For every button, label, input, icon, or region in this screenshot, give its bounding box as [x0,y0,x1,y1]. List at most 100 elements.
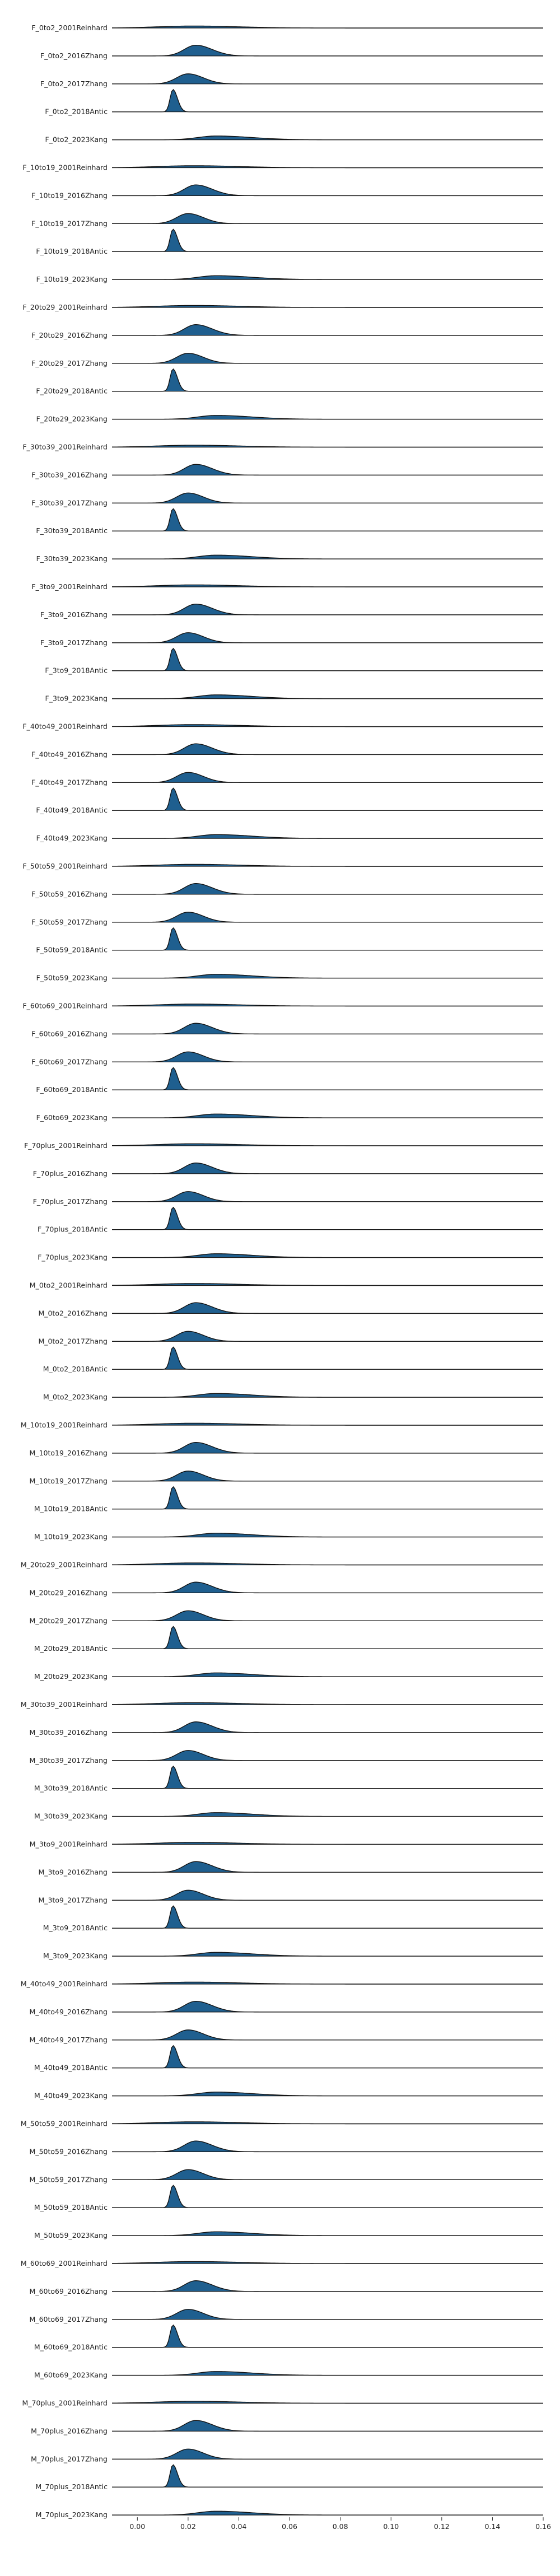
ridge-row: M_40to49_2016Zhang [30,2001,543,2016]
row-label: M_40to49_2017Zhang [30,2036,108,2044]
x-tick-label: 0.06 [282,2522,297,2531]
row-label: F_0to2_2023Kang [45,136,108,144]
row-label: M_50to59_2016Zhang [30,2147,108,2155]
row-label: F_3to9_2016Zhang [40,610,108,619]
ridge-row: M_50to59_2023Kang [34,2231,543,2239]
row-label: M_10to19_2001Reinhard [21,1421,108,1429]
row-label: F_70plus_2001Reinhard [24,1141,108,1150]
ridge-outline [112,2092,543,2097]
row-label: F_0to2_2018Antic [45,108,108,116]
ridge-row: M_40to49_2018Antic [34,2045,543,2072]
ridge-area [112,1442,543,1453]
ridge-area [112,464,543,475]
ridge-row: M_60to69_2018Antic [34,2324,543,2351]
row-label: F_70plus_2016Zhang [33,1169,108,1178]
ridge-row: M_50to59_2018Antic [34,2185,543,2211]
row-label: M_60to69_2016Zhang [30,2287,108,2295]
ridge-row: F_20to29_2018Antic [36,368,543,395]
row-label: F_70plus_2018Antic [38,1225,108,1234]
ridge-row: M_70plus_2017Zhang [31,2448,543,2463]
ridge-row: F_60to69_2016Zhang [31,1023,543,1038]
ridge-row: M_0to2_2017Zhang [38,1331,543,1345]
ridge-row: F_0to2_2018Antic [45,88,543,116]
ridge-row: F_40to49_2016Zhang [31,743,543,758]
ridge-row: F_20to29_2001Reinhard [22,303,543,311]
ridge-row: M_10to19_2023Kang [34,1533,543,1541]
ridge-row: M_60to69_2023Kang [34,2371,543,2379]
row-label: F_50to59_2017Zhang [31,918,108,926]
ridge-row: M_70plus_2016Zhang [31,2420,543,2435]
row-label: F_20to29_2017Zhang [31,359,108,367]
row-label: M_0to2_2017Zhang [38,1337,108,1345]
ridge-row: F_10to19_2016Zhang [31,184,543,199]
ridge-row: M_30to39_2016Zhang [30,1721,543,1737]
ridge-row: F_70plus_2018Antic [38,1206,543,1234]
ridge-area [112,2449,543,2460]
row-label: F_40to49_2023Kang [36,834,108,842]
row-label: F_30to39_2017Zhang [31,498,108,507]
row-label: M_3to9_2017Zhang [38,1896,108,1904]
row-label: F_30to39_2001Reinhard [22,443,108,451]
ridge-area [112,632,543,643]
ridge-area [112,1890,543,1901]
ridge-area [112,1582,543,1593]
ridge-row: M_3to9_2018Antic [43,1905,543,1932]
ridge-area [112,1207,543,1230]
row-label: F_60to69_2016Zhang [31,1029,108,1038]
ridge-area [112,555,543,559]
ridge-outline [112,1113,543,1118]
row-label: F_30to39_2016Zhang [31,470,108,479]
ridge-row: M_70plus_2001Reinhard [22,2399,543,2407]
ridge-row: M_50to59_2016Zhang [30,2140,543,2155]
ridge-outline [112,1533,543,1538]
ridge-row: M_10to19_2016Zhang [30,1442,543,1457]
ridge-row: M_0to2_2023Kang [43,1393,543,1401]
ridge-row: F_70plus_2001Reinhard [24,1141,543,1150]
ridge-area [112,1626,543,1649]
x-tick-label: 0.16 [535,2522,551,2531]
ridge-area [112,493,543,503]
row-label: F_0to2_2016Zhang [40,52,108,60]
row-label: F_50to59_2001Reinhard [22,862,108,870]
ridge-outline [112,1253,543,1258]
ridge-row: F_3to9_2023Kang [45,694,543,703]
ridge-area [112,368,543,391]
ridge-area [112,2511,543,2516]
row-label: M_30to39_2023Kang [34,1812,108,1821]
row-label: F_40to49_2018Antic [36,806,108,814]
row-label: F_60to69_2017Zhang [31,1057,108,1066]
ridge-row: F_50to59_2001Reinhard [22,862,543,870]
ridge-area [112,2371,543,2376]
ridge-area [112,45,543,56]
ridge-area [112,1533,543,1537]
ridge-area [112,1861,543,1873]
ridge-row: F_50to59_2016Zhang [31,883,543,898]
ridge-row: F_10to19_2001Reinhard [22,164,543,172]
ridge-row: F_20to29_2016Zhang [31,324,543,339]
row-label: F_70plus_2023Kang [38,1253,108,1262]
ridge-area [112,1393,543,1398]
ridge-outline [112,834,543,839]
row-label: F_40to49_2001Reinhard [22,722,108,731]
ridge-row: M_20to29_2023Kang [34,1672,543,1681]
row-label: F_10to19_2018Antic [36,247,108,255]
ridge-row: M_70plus_2018Antic [35,2464,543,2491]
ridge-outline [112,974,543,979]
ridge-outline [112,1393,543,1398]
row-label: F_20to29_2016Zhang [31,331,108,339]
ridge-area [112,1067,543,1090]
row-label: F_0to2_2017Zhang [40,80,108,88]
ridge-row: F_50to59_2018Antic [36,927,543,954]
ridge-area [112,324,543,335]
row-label: M_10to19_2023Kang [34,1533,108,1541]
row-label: M_70plus_2018Antic [35,2482,108,2491]
ridge-row: F_0to2_2001Reinhard [31,24,543,32]
row-label: M_50to59_2018Antic [34,2203,108,2211]
ridge-outline [112,2371,543,2376]
row-label: M_3to9_2018Antic [43,1924,108,1932]
x-tick-label: 0.14 [484,2522,500,2531]
ridge-area [112,2169,543,2180]
row-label: M_0to2_2001Reinhard [30,1281,108,1290]
row-label: F_10to19_2001Reinhard [22,164,108,172]
